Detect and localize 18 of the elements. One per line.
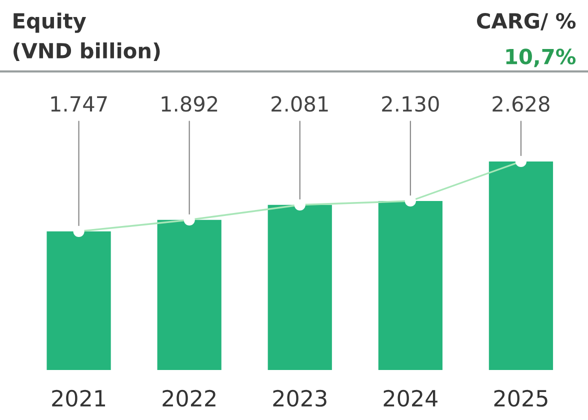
bar (378, 201, 442, 370)
x-tick-label: 2025 (494, 390, 548, 407)
data-label: 2.130 (382, 96, 439, 112)
bar (488, 161, 554, 370)
bar (46, 231, 111, 370)
text: CARG/ % (476, 12, 576, 30)
bar (268, 204, 332, 370)
bar (157, 220, 222, 370)
data-label: 2.081 (272, 96, 328, 112)
data-label: 1.892 (162, 96, 218, 112)
x-tick-label: 2022 (162, 390, 216, 407)
data-label: 2.628 (492, 96, 550, 112)
chart-title: Equity (VND billion) (14, 12, 160, 61)
data-label: 1.747 (51, 96, 107, 112)
text: 10,7% (506, 48, 576, 68)
x-tick-label: 2023 (273, 390, 326, 407)
x-tick-label: 2024 (384, 390, 438, 407)
x-tick-label: 2021 (52, 390, 106, 407)
